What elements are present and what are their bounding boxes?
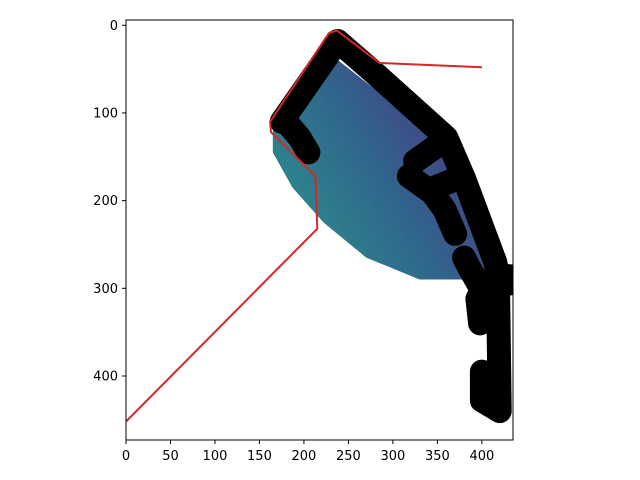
black-path-segment [403,127,459,174]
x-tick-label: 150 [247,449,272,464]
black-path [269,29,513,424]
y-tick-label: 0 [110,19,118,34]
x-tick-label: 200 [292,449,317,464]
x-tick-label: 0 [122,449,130,464]
x-tick-label: 100 [203,449,228,464]
black-path-segment [469,263,513,299]
x-tick-label: 250 [336,449,361,464]
x-tick-label: 350 [425,449,450,464]
x-tick-label: 400 [469,449,494,464]
y-tick-label: 200 [93,194,118,209]
red-line [126,29,482,423]
x-tick-label: 300 [380,449,405,464]
black-path-segment [418,178,468,246]
black-path-segment [269,29,512,424]
y-tick-label: 100 [93,106,118,121]
x-tick-label: 50 [162,449,179,464]
y-tick-label: 300 [93,282,118,297]
x-axis: 0 50 100 150 200 250 300 350 400 [122,440,494,464]
y-axis: 0 100 200 300 400 [93,19,126,384]
plot-area [126,29,513,424]
black-path-segment [272,108,321,165]
y-tick-label: 400 [93,369,118,384]
plot-frame [125,19,514,441]
